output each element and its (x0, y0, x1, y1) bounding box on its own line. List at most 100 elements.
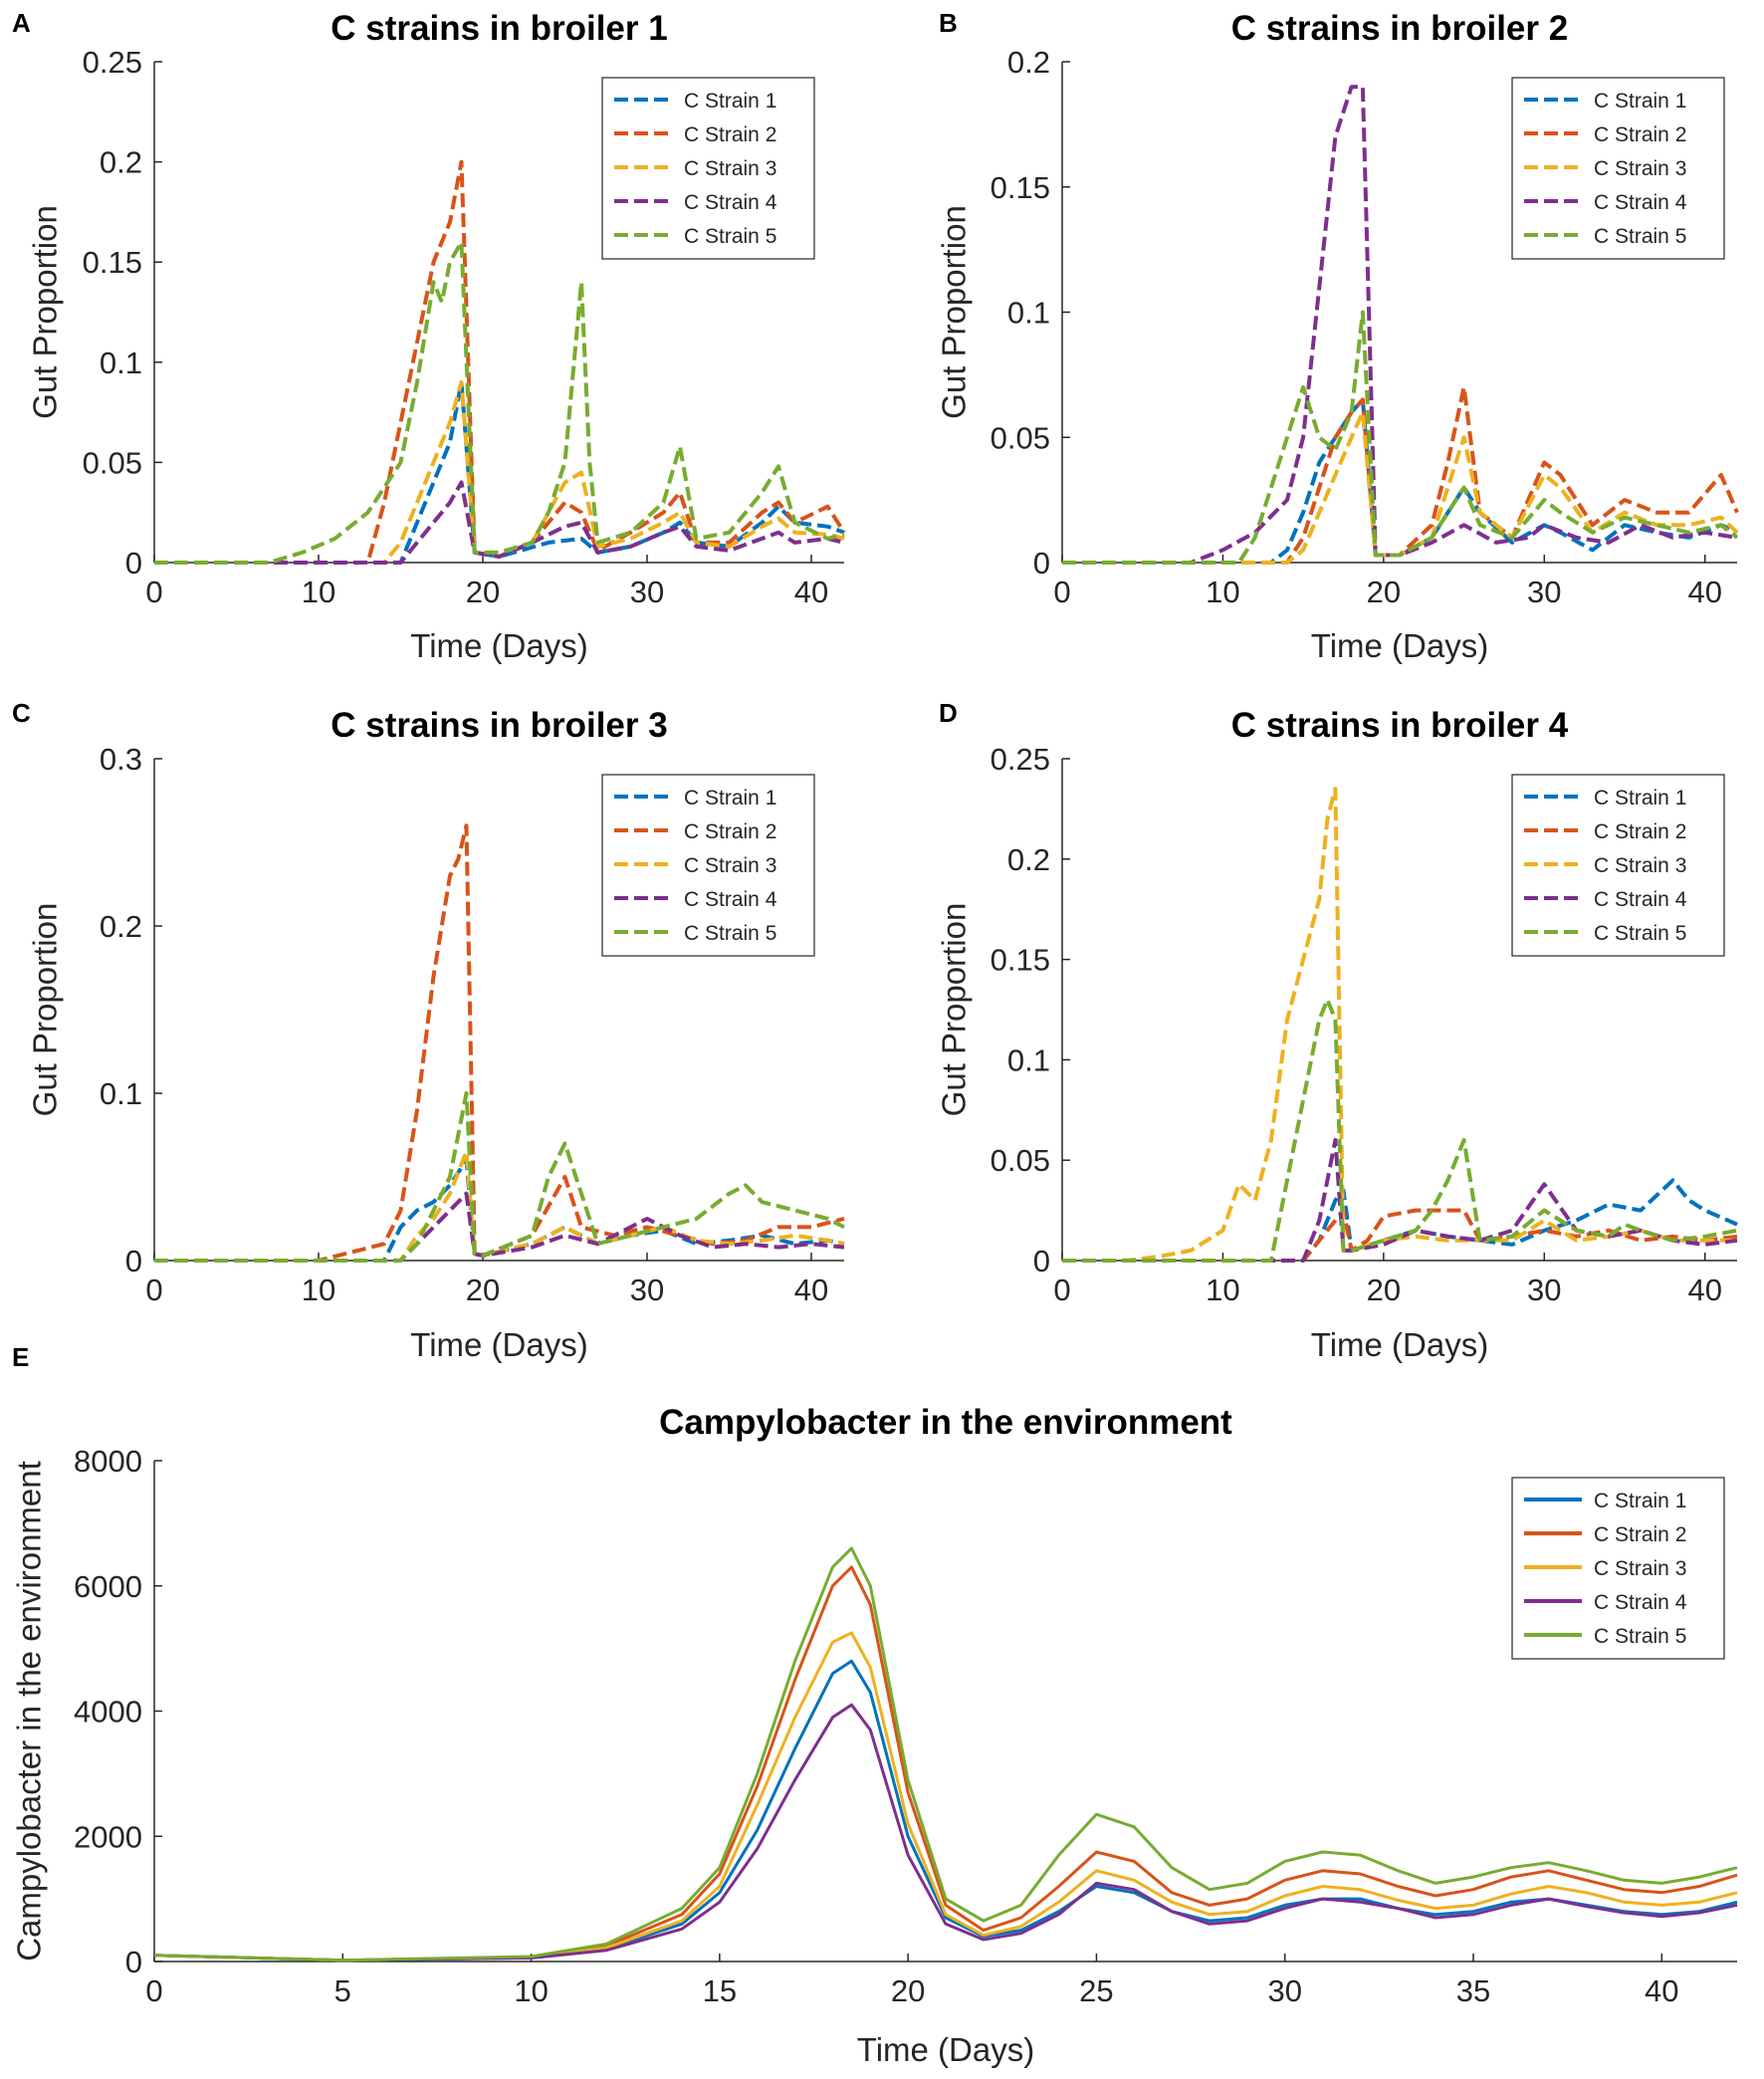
legend-label-strain-3: C Strain 3 (1594, 157, 1686, 180)
chart-title: C strains in broiler 1 (331, 9, 667, 48)
panel-label: E (12, 1342, 29, 1372)
legend-label-strain-3: C Strain 3 (684, 157, 776, 180)
x-tick-label: 30 (1527, 575, 1561, 609)
y-axis-label: Gut Proportion (936, 205, 973, 419)
legend-label-strain-5: C Strain 5 (1594, 922, 1686, 945)
x-tick-label: 40 (1645, 1973, 1678, 2008)
legend-label-strain-4: C Strain 4 (1594, 191, 1687, 214)
series-line-strain-5 (1062, 997, 1738, 1263)
legend-label-strain-5: C Strain 5 (684, 922, 776, 945)
y-axis-label: Gut Proportion (27, 205, 64, 419)
y-tick-label: 0.3 (100, 742, 142, 777)
y-tick-label: 0.2 (1007, 45, 1050, 80)
series-line-strain-3 (154, 1149, 845, 1263)
series-line-strain-1 (154, 379, 845, 565)
chart-title: C strains in broiler 2 (1231, 9, 1568, 48)
legend-label-strain-5: C Strain 5 (684, 225, 776, 248)
x-tick-label: 40 (794, 575, 828, 609)
y-tick-label: 0.1 (100, 1076, 142, 1111)
chart-title: Campylobacter in the environment (659, 1403, 1232, 1442)
series-line-strain-5 (154, 1091, 845, 1263)
chart-panel-d: D C strains in broiler 4 0 0.05 0.1 0.15 0.2 0.… (936, 698, 1738, 1363)
y-tick-label: 0.2 (100, 909, 142, 944)
x-axis-label: Time (Days) (1311, 1326, 1488, 1363)
x-tick-label: 10 (1206, 575, 1239, 609)
x-tick-label: 30 (1267, 1973, 1301, 2008)
x-tick-label: 20 (466, 1272, 500, 1307)
y-tick-label: 2000 (74, 1819, 142, 1854)
legend-label-strain-5: C Strain 5 (1594, 1625, 1686, 1648)
series-line-strain-2 (154, 159, 846, 565)
series-line-strain-2 (1062, 384, 1739, 565)
x-tick-label: 30 (630, 1272, 664, 1307)
series-line-strain-5 (153, 1546, 1738, 1963)
legend: C Strain 1 C Strain 2 C Strain 3 C Strain 4… (601, 774, 815, 957)
x-tick-label: 35 (1456, 1973, 1490, 2008)
chart-title: C strains in broiler 4 (1231, 706, 1569, 745)
x-tick-label: 40 (794, 1272, 828, 1307)
x-axis-label: Time (Days) (410, 1326, 587, 1363)
legend-label-strain-2: C Strain 2 (1594, 1523, 1686, 1546)
y-tick-label: 0 (1033, 1244, 1050, 1278)
series-line-strain-4 (154, 1191, 845, 1263)
panel-label: A (12, 8, 31, 38)
chart-title: C strains in broiler 3 (331, 706, 667, 745)
series-line-strain-1 (1062, 397, 1738, 565)
x-tick-label: 0 (145, 1272, 162, 1307)
series-line-strain-2 (1062, 1208, 1738, 1263)
panel-label: D (939, 698, 958, 728)
legend-label-strain-3: C Strain 3 (684, 854, 776, 877)
legend-label-strain-1: C Strain 1 (1594, 90, 1686, 113)
legend-label-strain-2: C Strain 2 (684, 820, 776, 843)
x-tick-label: 10 (302, 575, 335, 609)
y-tick-label: 0.1 (1007, 296, 1050, 331)
y-tick-label: 0.2 (100, 145, 142, 180)
x-tick-label: 20 (891, 1973, 925, 2008)
x-tick-label: 10 (514, 1973, 548, 2008)
y-tick-label: 0.15 (991, 943, 1050, 978)
chart-panel-e: E Campylobacter in the environment 0 2000 40… (11, 1342, 1738, 2068)
legend-label-strain-4: C Strain 4 (684, 191, 777, 214)
legend-label-strain-3: C Strain 3 (1594, 1557, 1686, 1580)
y-axis-label: Campylobacter in the environment (11, 1461, 48, 1962)
x-axis-label: Time (Days) (857, 2031, 1034, 2068)
legend-label-strain-1: C Strain 1 (1594, 787, 1686, 809)
y-tick-label: 6000 (74, 1569, 142, 1604)
series-line-strain-1 (1062, 1178, 1738, 1263)
x-tick-label: 10 (302, 1272, 335, 1307)
y-tick-label: 0.05 (83, 445, 142, 480)
legend: C Strain 1 C Strain 2 C Strain 3 C Strain 4… (1511, 774, 1725, 957)
chart-panel-c: C C strains in broiler 3 0 0.1 0.2 0.3 0 10 20 30… (12, 698, 845, 1363)
x-tick-label: 30 (1527, 1272, 1561, 1307)
chart-panel-b: B C strains in broiler 2 0 0.05 0.1 0.15 0.2 0 1… (936, 8, 1739, 664)
y-tick-label: 0.05 (991, 420, 1050, 455)
legend-label-strain-1: C Strain 1 (684, 90, 776, 113)
y-tick-label: 4000 (74, 1695, 142, 1730)
y-tick-label: 0.15 (83, 245, 142, 280)
legend: C Strain 1 C Strain 2 C Strain 3 C Strain 4… (1511, 1477, 1725, 1660)
legend-label-strain-3: C Strain 3 (1594, 854, 1686, 877)
legend-label-strain-1: C Strain 1 (1594, 1490, 1686, 1512)
y-tick-label: 0.1 (100, 346, 142, 380)
x-axis-label: Time (Days) (410, 627, 587, 664)
panel-label: B (939, 8, 958, 38)
series-line-strain-3 (153, 1631, 1738, 1963)
legend-label-strain-5: C Strain 5 (1594, 225, 1686, 248)
x-tick-label: 20 (1367, 575, 1401, 609)
y-tick-label: 0.2 (1007, 842, 1050, 877)
legend-label-strain-2: C Strain 2 (1594, 820, 1686, 843)
x-tick-label: 10 (1206, 1272, 1239, 1307)
x-tick-label: 40 (1687, 1272, 1721, 1307)
x-tick-label: 0 (145, 575, 162, 609)
legend-label-strain-4: C Strain 4 (684, 888, 777, 911)
x-tick-label: 0 (145, 1973, 162, 2008)
legend-label-strain-1: C Strain 1 (684, 787, 776, 809)
legend: C Strain 1 C Strain 2 C Strain 3 C Strain 4… (1511, 77, 1725, 260)
chart-panel-a: A C strains in broiler 1 0 0.05 0.1 0.15 0.2 0.… (12, 8, 846, 664)
x-tick-label: 15 (703, 1973, 737, 2008)
legend-label-strain-2: C Strain 2 (684, 123, 776, 146)
legend-label-strain-2: C Strain 2 (1594, 123, 1686, 146)
y-tick-label: 0 (125, 1244, 142, 1278)
series-line-strain-3 (154, 379, 845, 565)
